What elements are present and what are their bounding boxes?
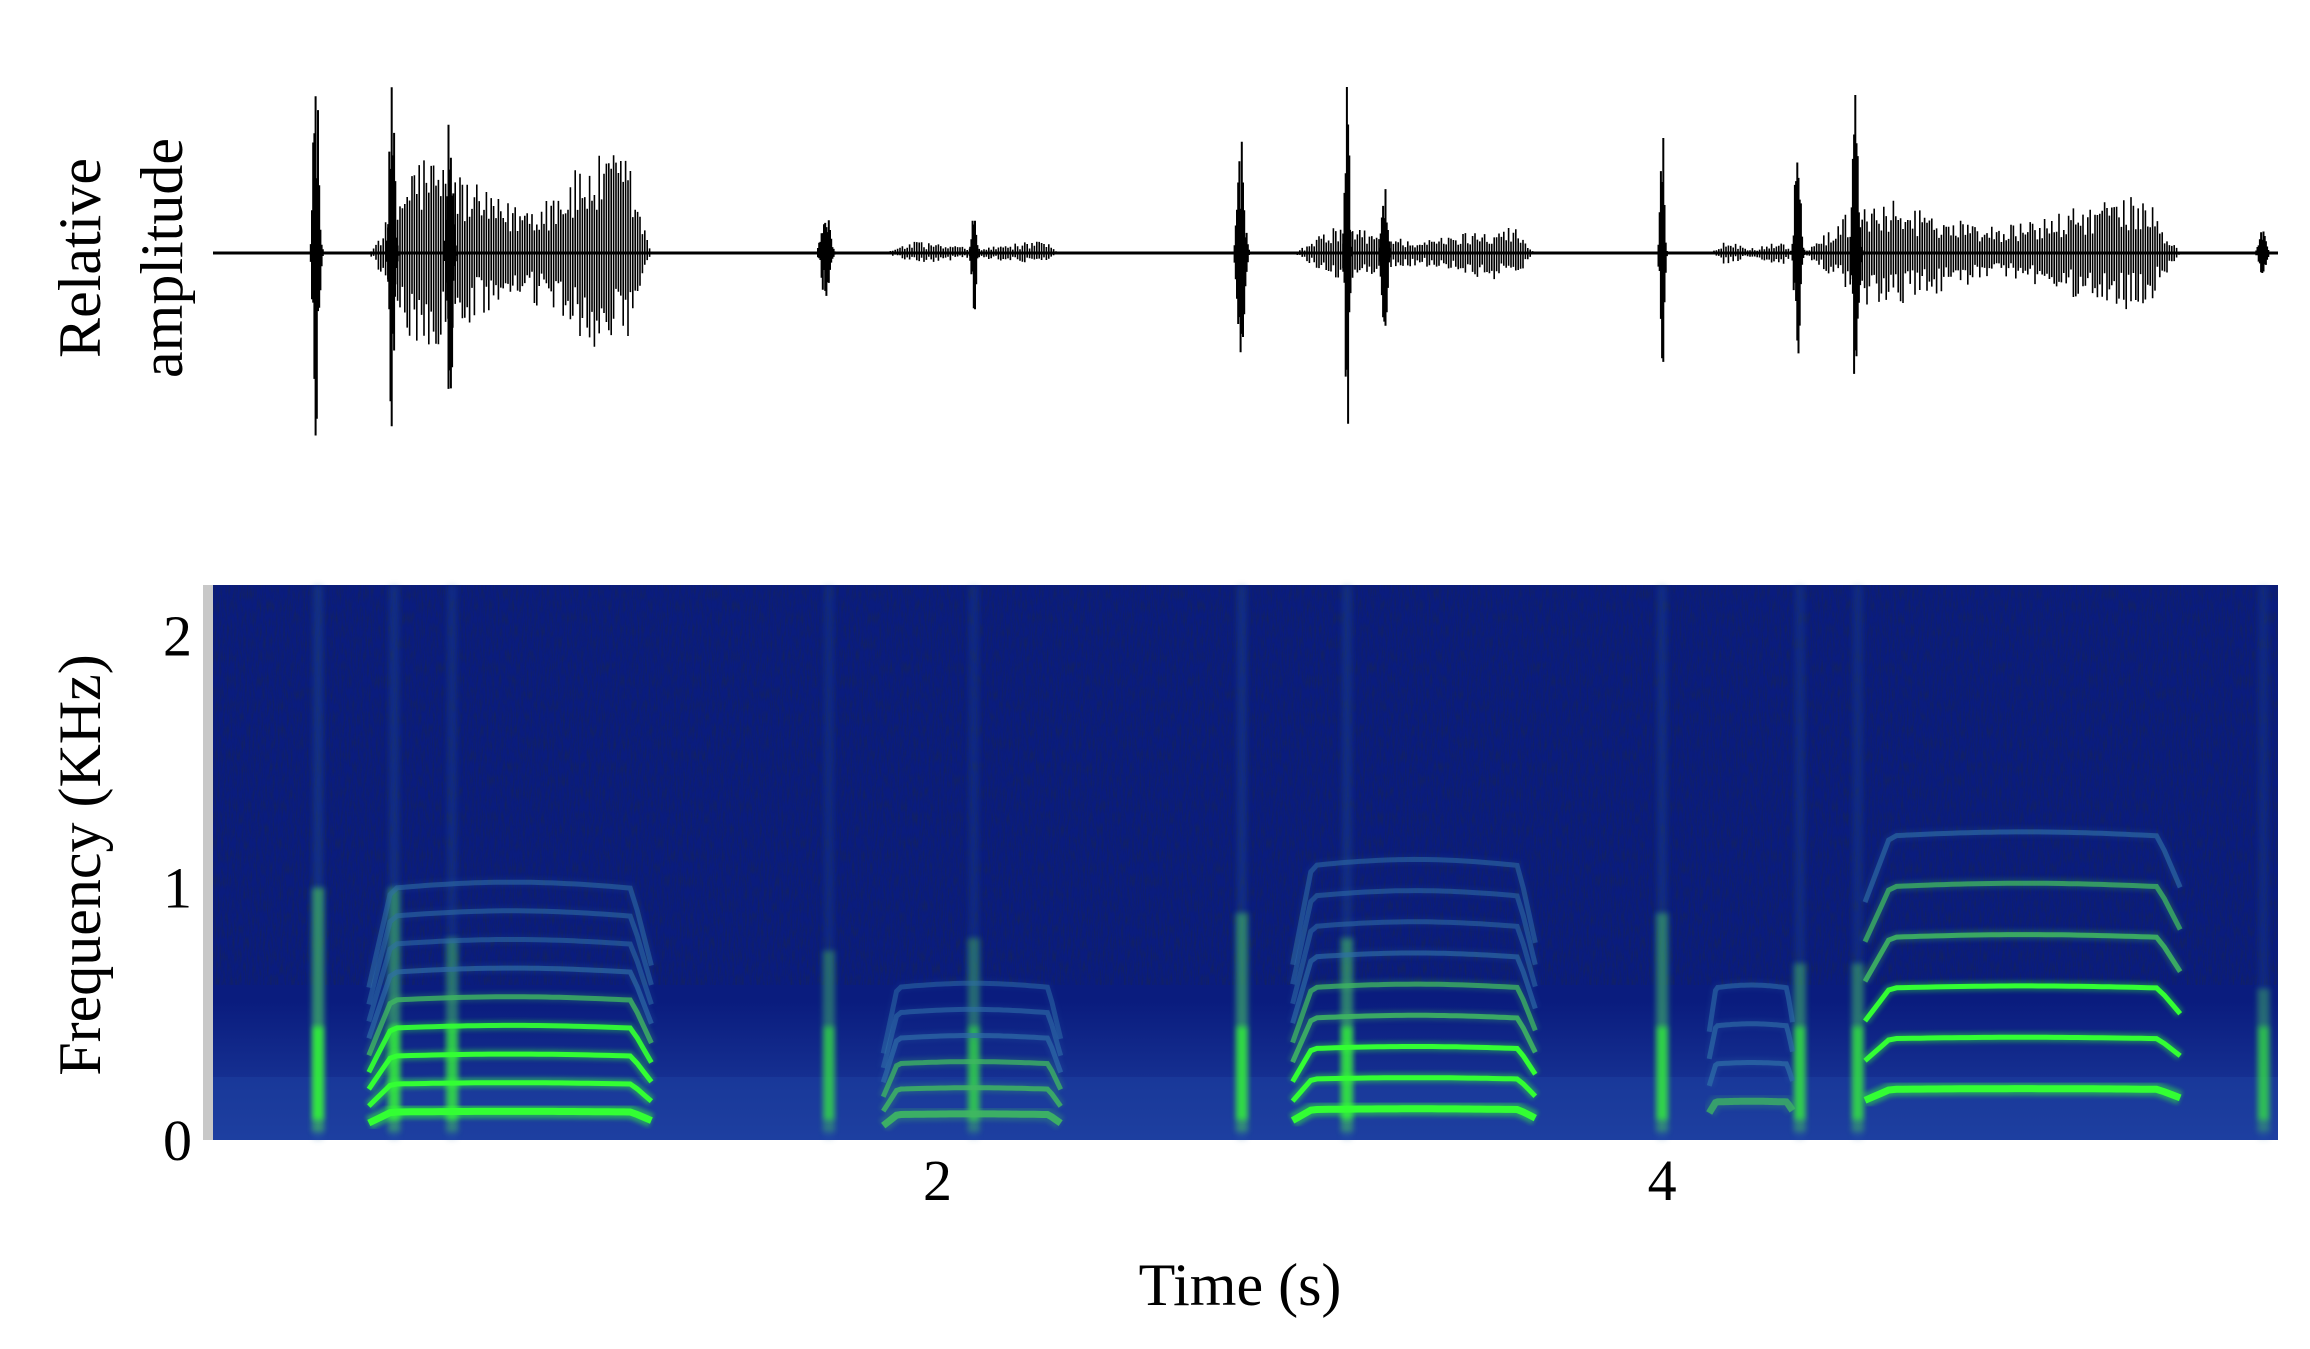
y-tick-label-1: 1 <box>163 856 192 921</box>
waveform-burst-9 <box>1342 87 1356 424</box>
call-4-harmonic-1 <box>1863 1085 2182 1104</box>
click-core-9 <box>1852 1026 1863 1120</box>
spectrogram-ylabel: Frequency (KHz) <box>47 654 113 1076</box>
waveform-burst-11 <box>1657 138 1671 362</box>
waveform-panel: Relative amplitude <box>47 87 2278 436</box>
call-0-harmonic-6 <box>366 965 654 1040</box>
call-1-harmonic-5 <box>880 1006 1064 1069</box>
click-core-7 <box>1657 1026 1668 1120</box>
click-streak-10 <box>2258 585 2269 1140</box>
call-3-harmonic-4 <box>1706 982 1795 1033</box>
click-core-8 <box>1794 1026 1805 1120</box>
click-streak-0 <box>313 585 324 1140</box>
click-core-4 <box>968 1026 979 1120</box>
x-tick-label-0: 2 <box>923 1148 952 1213</box>
waveform-ylabel-line-2: amplitude <box>129 138 195 378</box>
call-4-harmonic-3 <box>1863 983 2183 1023</box>
click-core-2 <box>447 1026 458 1120</box>
call-4-harmonic-5 <box>1862 880 2183 943</box>
waveform-burst-12 <box>1710 242 1792 264</box>
call-0-harmonic-4 <box>366 1022 654 1074</box>
call-2-harmonic-9 <box>1290 856 1538 966</box>
y-tick-labels: 0 1 2 <box>163 603 192 1173</box>
waveform-burst-0 <box>309 96 327 436</box>
waveform-burst-13 <box>1791 162 1808 354</box>
call-4-harmonic-2 <box>1863 1034 2182 1063</box>
call-2-harmonic-3 <box>1290 1044 1538 1083</box>
waveform-burst-5 <box>884 241 1060 263</box>
call-1-harmonic-1 <box>881 1110 1063 1129</box>
spectrogram-left-edge <box>203 585 213 1140</box>
waveform-burst-2 <box>385 87 403 427</box>
call-0-harmonic-9 <box>366 879 654 989</box>
call-2-harmonic-8 <box>1290 888 1538 985</box>
click-core-0 <box>313 1026 324 1120</box>
call-2-harmonic-1 <box>1290 1105 1537 1124</box>
x-tick-label-1: 4 <box>1648 1148 1677 1213</box>
click-streak-8 <box>1794 585 1805 1140</box>
call-4-harmonic-4 <box>1862 932 2183 983</box>
click-streak-3 <box>823 585 834 1140</box>
x-axis-label: Time (s) <box>1139 1252 1342 1318</box>
call-0-harmonic-5 <box>366 994 654 1057</box>
call-0-harmonic-7 <box>366 937 654 1023</box>
click-core-5 <box>1236 1026 1247 1120</box>
call-3-harmonic-2 <box>1706 1060 1795 1087</box>
click-streak-4 <box>968 585 979 1140</box>
call-0-harmonic-8 <box>366 908 654 1006</box>
call-1-harmonic-6 <box>880 980 1064 1054</box>
call-3-harmonic-1 <box>1706 1097 1796 1115</box>
y-tick-label-0: 0 <box>163 1108 192 1173</box>
call-1-harmonic-3 <box>880 1059 1063 1098</box>
call-4-harmonic-6 <box>1862 829 2183 903</box>
waveform-burst-14 <box>1801 197 2180 310</box>
spectrogram-image <box>213 585 2278 1140</box>
call-2-harmonic-5 <box>1290 981 1538 1044</box>
waveform-trace <box>309 87 2275 436</box>
waveform-ylabel-line-1: Relative <box>47 158 113 358</box>
click-streak-9 <box>1852 585 1863 1140</box>
click-streak-5 <box>1236 585 1247 1140</box>
click-core-3 <box>823 1026 834 1120</box>
waveform-burst-3 <box>443 124 461 389</box>
waveform-burst-1 <box>370 155 651 347</box>
waveform-burst-6 <box>969 220 981 310</box>
call-1-harmonic-4 <box>880 1033 1064 1084</box>
y-tick-label-2: 2 <box>163 603 192 668</box>
call-1-harmonic-2 <box>881 1085 1063 1113</box>
call-0-harmonic-2 <box>367 1080 654 1108</box>
waveform-burst-16 <box>2255 231 2275 273</box>
call-2-harmonic-4 <box>1290 1012 1538 1064</box>
click-core-6 <box>1341 1026 1352 1120</box>
waveform-burst-4 <box>817 220 840 296</box>
click-streak-1 <box>389 585 400 1140</box>
call-3-harmonic-3 <box>1706 1021 1795 1060</box>
click-streak-7 <box>1657 585 1668 1140</box>
waveform-burst-10 <box>1378 189 1395 326</box>
waveform-burst-15 <box>1849 95 1866 374</box>
call-2-harmonic-2 <box>1290 1075 1538 1103</box>
call-2-harmonic-7 <box>1290 919 1538 1005</box>
click-streak-2 <box>447 585 458 1140</box>
call-0-harmonic-3 <box>366 1051 654 1091</box>
call-2-harmonic-6 <box>1290 950 1538 1024</box>
waveform-burst-7 <box>1233 141 1254 353</box>
click-core-1 <box>389 1026 400 1120</box>
click-core-10 <box>2258 1026 2269 1120</box>
call-0-harmonic-1 <box>367 1107 653 1127</box>
